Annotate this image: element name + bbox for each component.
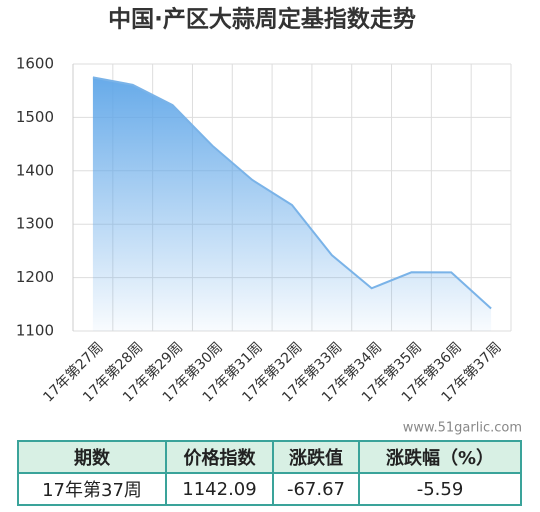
watermark: www.51garlic.com — [403, 421, 522, 436]
table-row: 17年第37周 1142.09 -67.67 -5.59 — [17, 472, 522, 506]
summary-table: 期数 价格指数 涨跌值 涨跌幅（%） 17年第37周 1142.09 -67.6… — [17, 440, 522, 506]
header-cell: 涨跌值 — [272, 440, 360, 474]
y-tick-label: 1300 — [16, 215, 54, 233]
cell: 17年第37周 — [17, 472, 167, 506]
chart-title: 中国·产区大蒜周定基指数走势 — [108, 6, 416, 33]
y-tick-label: 1600 — [16, 55, 54, 73]
header-cell: 涨跌幅（%） — [358, 440, 522, 474]
cell: 1142.09 — [165, 472, 274, 506]
y-tick-label: 1500 — [16, 108, 54, 126]
y-tick-label: 1200 — [16, 268, 54, 286]
area — [92, 77, 492, 331]
chart: 中国·产区大蒜周定基指数走势 www.51garlic.com 1100 1200… — [16, 6, 522, 436]
cell: -5.59 — [358, 472, 522, 506]
y-tick-label: 1100 — [16, 322, 54, 340]
line — [92, 76, 492, 310]
header-cell: 期数 — [17, 440, 167, 474]
table-header: 期数 价格指数 涨跌值 涨跌幅（%） — [17, 440, 522, 474]
cell: -67.67 — [272, 472, 360, 506]
header-cell: 价格指数 — [165, 440, 274, 474]
y-tick-label: 1400 — [16, 161, 54, 179]
